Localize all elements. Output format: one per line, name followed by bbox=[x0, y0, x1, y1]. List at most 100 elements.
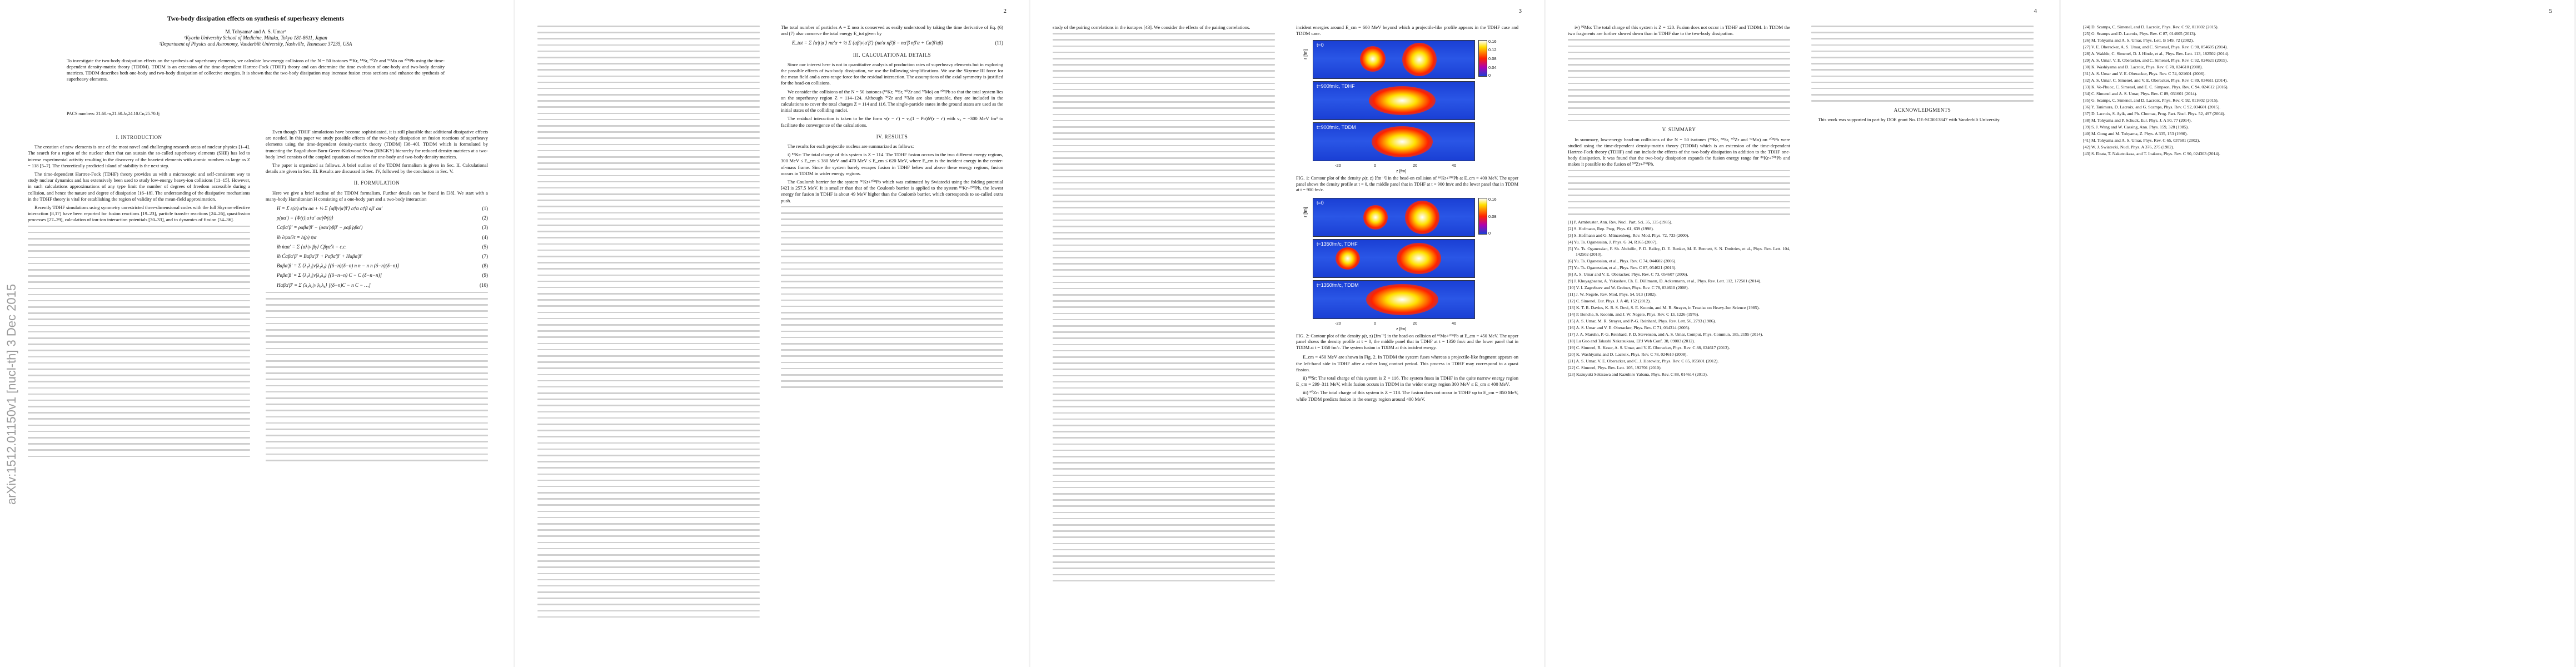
reference-item: [23] Kazuyuki Sekizawa and Kazuhiro Yaba… bbox=[1568, 372, 1708, 377]
text-filler bbox=[1568, 39, 1790, 122]
paragraph: The Coulomb barrier for the system ⁸⁶Kr+… bbox=[781, 179, 1003, 203]
affiliation-2: ²Department of Physics and Astronomy, Va… bbox=[159, 41, 352, 47]
colorbar-tick: 0 bbox=[1488, 73, 1491, 78]
equation-body: ρ(αα') = ⟨Φ(t)|a†α' aα|Φ(t)⟩ bbox=[277, 215, 334, 221]
paragraph: Here we give a brief outline of the TDDM… bbox=[266, 190, 488, 202]
reference-item: [13] K. T. R. Davies, K. R. S. Devi, S. … bbox=[1568, 305, 1760, 311]
paragraph: Since our interest here is not in quanti… bbox=[781, 61, 1003, 86]
x-tick: -20 bbox=[1335, 320, 1341, 326]
section-heading: II. FORMULATION bbox=[353, 180, 400, 186]
density-panel-tdhf: t=900fm/c, TDHF bbox=[1313, 81, 1475, 121]
equation: iħ Ċαβα'β' = Bαβα'β' + Pαβα'β' + Hαβα'β'… bbox=[277, 253, 488, 260]
x-tick: 20 bbox=[1413, 320, 1418, 326]
column-left: I. INTRODUCTION The creation of new elem… bbox=[28, 129, 250, 462]
page-number: 3 bbox=[1518, 8, 1522, 14]
column-left: study of the pairing correlations in the… bbox=[1053, 24, 1275, 586]
text-filler bbox=[266, 291, 488, 461]
equation-body: iħ Ċαβα'β' = Bαβα'β' + Pαβα'β' + Hαβα'β' bbox=[277, 253, 362, 260]
equation-number: (5) bbox=[482, 243, 489, 250]
colorbar-tick: 0.04 bbox=[1488, 65, 1497, 71]
x-tick: 0 bbox=[1374, 320, 1377, 326]
reference-item: [2] S. Hofmann, Rep. Prog. Phys. 61, 639… bbox=[1568, 226, 1654, 232]
paragraph: iv) ⁹²Mo: The total charge of this syste… bbox=[1568, 24, 1790, 37]
reference-item: [40] M. Gong and M. Tohyama, Z. Phys. A … bbox=[2083, 131, 2188, 136]
figure-2: r [fm] t=0 t=1350fm/c, TDHF t=1350fm/c, … bbox=[1303, 196, 1518, 331]
density-panel-t0: t=0 bbox=[1313, 197, 1475, 237]
colorbar-tick: 0.08 bbox=[1488, 213, 1497, 219]
x-tick: 20 bbox=[1413, 163, 1418, 168]
reference-item: [19] C. Simenel, R. Keser, A. S. Umar, a… bbox=[1568, 345, 1730, 351]
reference-item: [30] K. Washiyama and D. Lacroix, Phys. … bbox=[2083, 64, 2203, 69]
nucleus-blob bbox=[1336, 247, 1360, 270]
page-4: 4 iv) ⁹²Mo: The total charge of this sys… bbox=[1546, 0, 2059, 667]
x-tick: 40 bbox=[1452, 163, 1457, 168]
section-heading: IV. RESULTS bbox=[876, 133, 908, 140]
page-number: 5 bbox=[2549, 8, 2553, 14]
reference-item: [26] M. Tohyama and A. S. Umar, Phys. Le… bbox=[2083, 38, 2194, 43]
equation-number: (10) bbox=[480, 282, 488, 288]
abstract: To investigate the two-body dissipation … bbox=[67, 58, 445, 82]
nucleus-blob bbox=[1360, 46, 1386, 72]
paragraph: i) ⁸⁶Kr: The total charge of this system… bbox=[781, 152, 1003, 176]
density-panel-t0: t=0 bbox=[1313, 40, 1475, 79]
reference-item: [11] J. W. Negele, Rev. Mod. Phys. 54, 9… bbox=[1568, 292, 1657, 297]
equation-body: H = Σ ε(α) a†α aα + ½ Σ ⟨αβ|v|α'β'⟩ a†α … bbox=[277, 206, 383, 212]
text-filler bbox=[1053, 33, 1275, 582]
colorbar-tick: 0.12 bbox=[1488, 47, 1497, 53]
reference-item: [3] S. Hofmann and G. Münzenberg, Rev. M… bbox=[1568, 233, 1690, 238]
x-axis-label: z [fm] bbox=[1396, 326, 1407, 331]
text-filler bbox=[28, 225, 250, 457]
reference-item: [36] Y. Tanimura, D. Lacroix, and G. Sca… bbox=[2083, 104, 2221, 109]
reference-item: [25] G. Scamps and D. Lacroix, Phys. Rev… bbox=[2083, 31, 2196, 36]
paragraph: incident energies around E_cm = 600 MeV … bbox=[1296, 24, 1518, 37]
paragraph: The residual interaction is taken to be … bbox=[781, 116, 1003, 128]
reference-item: [18] Lu Guo and Takashi Nakatsukasa, EPJ… bbox=[1568, 339, 1695, 344]
paragraph: The time-dependent Hartree-Fock (TDHF) t… bbox=[28, 171, 250, 202]
reference-item: [17] J. A. Maruhn, P.-G. Reinhard, P. D.… bbox=[1568, 332, 1763, 337]
x-tick: -20 bbox=[1335, 163, 1341, 168]
equation: iħ ṅαα' = Σ ⟨αλ|v|βγ⟩ Cβγα'λ − c.c. (5) bbox=[277, 244, 488, 250]
reference-item: [31] A. S. Umar and V. E. Oberacker, Phy… bbox=[2083, 71, 2206, 76]
panel-label: t=900fm/c, TDHF bbox=[1317, 83, 1355, 89]
nucleus-blob bbox=[1363, 205, 1388, 230]
equation: Bαβα'β' = Σ ⟨λ₁λ₂|v|λ₃λ₄⟩ [(δ−n)(δ−n) n … bbox=[277, 263, 488, 269]
figure-2-caption: FIG. 2: Contour plot of the density ρ(r,… bbox=[1296, 333, 1518, 350]
equation-body: Bαβα'β' = Σ ⟨λ₁λ₂|v|λ₃λ₄⟩ [(δ−n)(δ−n) n … bbox=[277, 263, 399, 269]
nucleus-blob bbox=[1372, 126, 1433, 158]
reference-item: [35] G. Scamps, C. Simenel, and D. Lacro… bbox=[2083, 98, 2219, 103]
section-heading: III. CALCULATIONAL DETAILS bbox=[853, 52, 931, 58]
equation-number: (3) bbox=[482, 225, 489, 231]
paragraph: In summary, low-energy head-on collision… bbox=[1568, 136, 1790, 167]
reference-item: [16] A. S. Umar and V. E. Oberacker, Phy… bbox=[1568, 325, 1691, 331]
paragraph: iii) ⁹⁰Zr: The total charge of this syst… bbox=[1296, 390, 1518, 402]
reference-item: [12] C. Simenel, Eur. Phys. J. A 48, 152… bbox=[1568, 298, 1651, 304]
equation-number: (7) bbox=[482, 253, 489, 260]
colorbar bbox=[1478, 40, 1487, 77]
reference-item: [1] P. Armbruster, Ann. Rev. Nucl. Part.… bbox=[1568, 220, 1672, 225]
reference-item: [28] A. Wakhle, C. Simenel, D. J. Hinde,… bbox=[2083, 51, 2230, 56]
panel-label: t=0 bbox=[1317, 200, 1324, 206]
column-right: The total number of particles A = Σ nαα … bbox=[781, 24, 1003, 393]
text-filler bbox=[781, 206, 1003, 388]
column-left bbox=[537, 24, 760, 623]
paragraph: The results for each projectile nucleus … bbox=[788, 143, 914, 150]
column-left: [24] D. Scamps, C. Simenel, and D. Lacro… bbox=[2083, 24, 2305, 158]
page-number: 4 bbox=[2034, 8, 2037, 14]
equation: iħ ∂ψα/∂t = h(ρ) ψα (4) bbox=[277, 235, 488, 241]
paragraph: We consider the collisions of the N = 50… bbox=[781, 88, 1003, 113]
figure-1: r [fm] t=0 t=900fm/c, TDHF t=900fm/c, TD… bbox=[1303, 39, 1518, 173]
reference-item: [24] D. Scamps, C. Simenel, and D. Lacro… bbox=[2083, 24, 2219, 29]
page-5: 5 [24] D. Scamps, C. Simenel, and D. Lac… bbox=[2061, 0, 2574, 667]
reference-item: [8] A. S. Umar and V. E. Oberacker, Phys… bbox=[1568, 272, 1688, 277]
paragraph: This work was supported in part by DOE g… bbox=[1818, 117, 2001, 123]
reference-list: [1] P. Armbruster, Ann. Rev. Nucl. Part.… bbox=[1568, 220, 1790, 377]
panel-label: t=0 bbox=[1317, 42, 1324, 48]
reference-item: [4] Yu. Ts. Oganessian, J. Phys. G 34, R… bbox=[1568, 240, 1658, 245]
arxiv-stamp: arXiv:1512.01150v1 [nucl-th] 3 Dec 2015 bbox=[3, 167, 20, 505]
reference-item: [34] C. Simenel and A. S. Umar, Phys. Re… bbox=[2083, 91, 2198, 96]
section-heading: I. INTRODUCTION bbox=[116, 135, 162, 140]
colorbar-tick: 0.16 bbox=[1488, 196, 1497, 202]
paper-title: Two-body dissipation effects on synthesi… bbox=[167, 16, 345, 22]
column-left: iv) ⁹²Mo: The total charge of this syste… bbox=[1568, 24, 1790, 379]
density-panel-tdhf: t=1350fm/c, TDHF bbox=[1313, 238, 1475, 278]
